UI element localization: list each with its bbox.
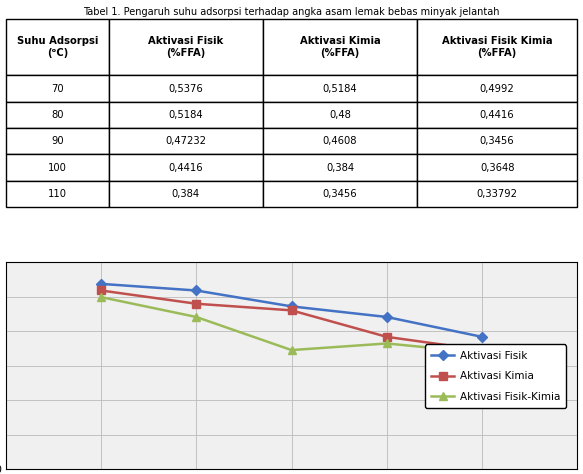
Aktivasi Kimia xyxy=(97,288,104,293)
Aktivasi Fisik-Kimia xyxy=(193,314,200,320)
Aktivasi Kimia xyxy=(479,347,486,353)
Aktivasi Fisik xyxy=(288,303,295,309)
Text: Tabel 1. Pengaruh suhu adsorpsi terhadap angka asam lemak bebas minyak jelantah: Tabel 1. Pengaruh suhu adsorpsi terhadap… xyxy=(83,7,500,17)
Aktivasi Kimia xyxy=(288,308,295,313)
Aktivasi Fisik-Kimia xyxy=(97,294,104,300)
Aktivasi Kimia xyxy=(383,334,390,340)
Aktivasi Fisik-Kimia xyxy=(288,347,295,353)
Aktivasi Fisik xyxy=(383,314,390,320)
Aktivasi Fisik xyxy=(479,334,486,340)
Aktivasi Fisik-Kimia xyxy=(383,341,390,346)
Aktivasi Kimia xyxy=(193,301,200,307)
Aktivasi Fisik xyxy=(97,281,104,287)
Line: Aktivasi Fisik-Kimia: Aktivasi Fisik-Kimia xyxy=(97,293,486,356)
Aktivasi Fisik-Kimia xyxy=(479,350,486,356)
Line: Aktivasi Kimia: Aktivasi Kimia xyxy=(97,287,486,354)
Aktivasi Fisik xyxy=(193,288,200,293)
Line: Aktivasi Fisik: Aktivasi Fisik xyxy=(97,280,486,341)
Legend: Aktivasi Fisik, Aktivasi Kimia, Aktivasi Fisik-Kimia: Aktivasi Fisik, Aktivasi Kimia, Aktivasi… xyxy=(425,345,566,408)
